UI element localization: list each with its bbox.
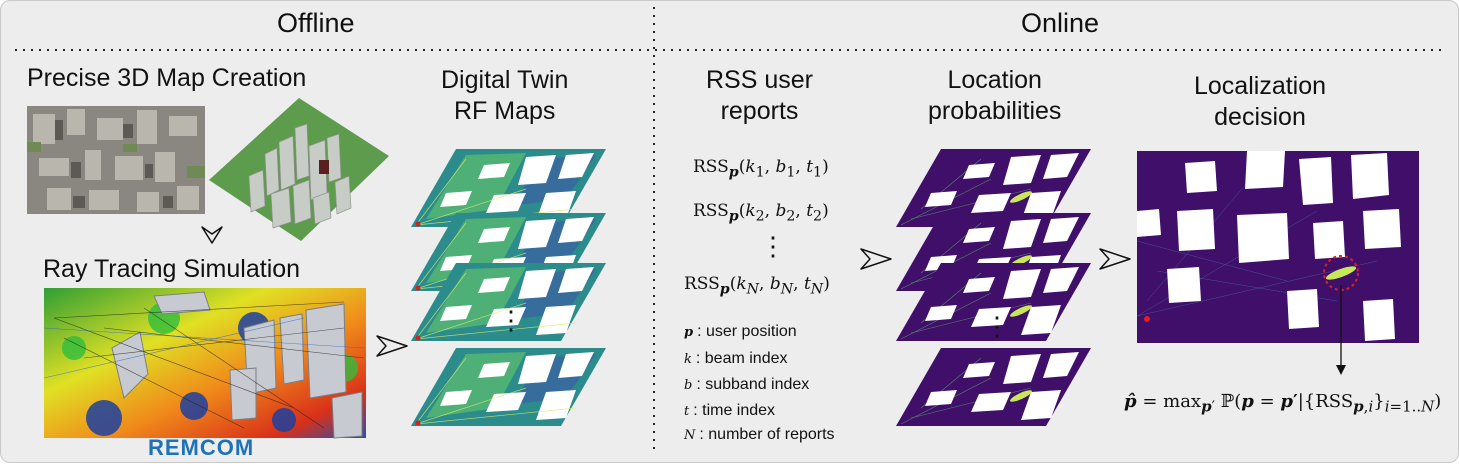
decision-pointer-arrow	[1336, 285, 1346, 375]
right-arrow-icon	[1099, 248, 1131, 270]
legend-beam-index: k: beam index	[684, 350, 788, 368]
location-probabilities-title: Location probabilities	[928, 65, 1061, 127]
digital-twin-title: Digital Twin RF Maps	[441, 65, 568, 127]
digital-twin-rf-maps	[410, 148, 607, 427]
legend-user-position: p: user position	[684, 323, 797, 341]
rss-reports-title: RSS user reports	[706, 65, 813, 127]
localization-decision-title: Localization decision	[1194, 71, 1326, 133]
down-arrow-icon	[201, 226, 223, 244]
legend-text-b: : subband index	[696, 376, 810, 393]
map-creation-title: Precise 3D Map Creation	[27, 64, 307, 92]
right-arrow-icon	[860, 248, 892, 270]
legend-text-k: : beam index	[695, 350, 788, 367]
legend-symbol-p: p	[684, 325, 694, 340]
location-probability-maps	[895, 148, 1092, 427]
legend-symbol-t: t	[684, 404, 690, 419]
rss-title-line1: RSS user	[706, 66, 813, 94]
3d-city-model	[209, 98, 389, 241]
estimated-location-marker	[1325, 266, 1357, 280]
decision-title-line2: decision	[1214, 103, 1306, 131]
rss-report-n: RSSp(kN, bN, tN)	[684, 274, 830, 298]
legend-number-of-reports: N: number of reports	[684, 426, 835, 444]
legend-text-p: : user position	[697, 323, 797, 340]
rss-title-line2: reports	[720, 97, 799, 125]
aerial-city-photo	[27, 106, 205, 214]
localization-decision-map	[1136, 151, 1419, 343]
location-title-line2: probabilities	[928, 97, 1062, 125]
legend-symbol-n: N	[684, 428, 696, 443]
legend-text-n: : number of reports	[699, 426, 835, 443]
rss-ellipsis: ⋮	[760, 231, 786, 261]
digital-twin-title-line2: RF Maps	[453, 97, 556, 125]
location-title-line1: Location	[947, 66, 1042, 94]
right-arrow-icon	[376, 335, 408, 357]
remcom-logo: REMCOM	[148, 435, 255, 460]
decision-title-line1: Localization	[1194, 72, 1327, 100]
legend-text-t: : time index	[693, 402, 776, 419]
digital-twin-title-line1: Digital Twin	[441, 66, 569, 94]
legend-subband-index: b: subband index	[684, 376, 809, 394]
more-maps-ellipsis: ⋮	[498, 305, 524, 335]
decision-formula: p̂ = maxp′ ℙ(p = p′|{RSSp,i}i=1..N)	[1124, 391, 1442, 416]
rss-report-2: RSSp(k2, b2, t2)	[693, 201, 829, 225]
ray-tracing-heatmap	[43, 288, 366, 439]
more-probabilities-ellipsis: ⋮	[984, 311, 1010, 341]
legend-symbol-b: b	[684, 378, 693, 393]
rss-report-1: RSSp(k1, b1, t1)	[693, 157, 829, 181]
legend-symbol-k: k	[684, 352, 692, 367]
online-header: Online	[1021, 8, 1100, 38]
legend-time-index: t: time index	[684, 402, 775, 420]
diagram-panel: Offline Online Precise 3D Map Creation	[0, 0, 1459, 463]
offline-header: Offline	[277, 8, 355, 38]
ray-tracing-title: Ray Tracing Simulation	[43, 255, 301, 283]
